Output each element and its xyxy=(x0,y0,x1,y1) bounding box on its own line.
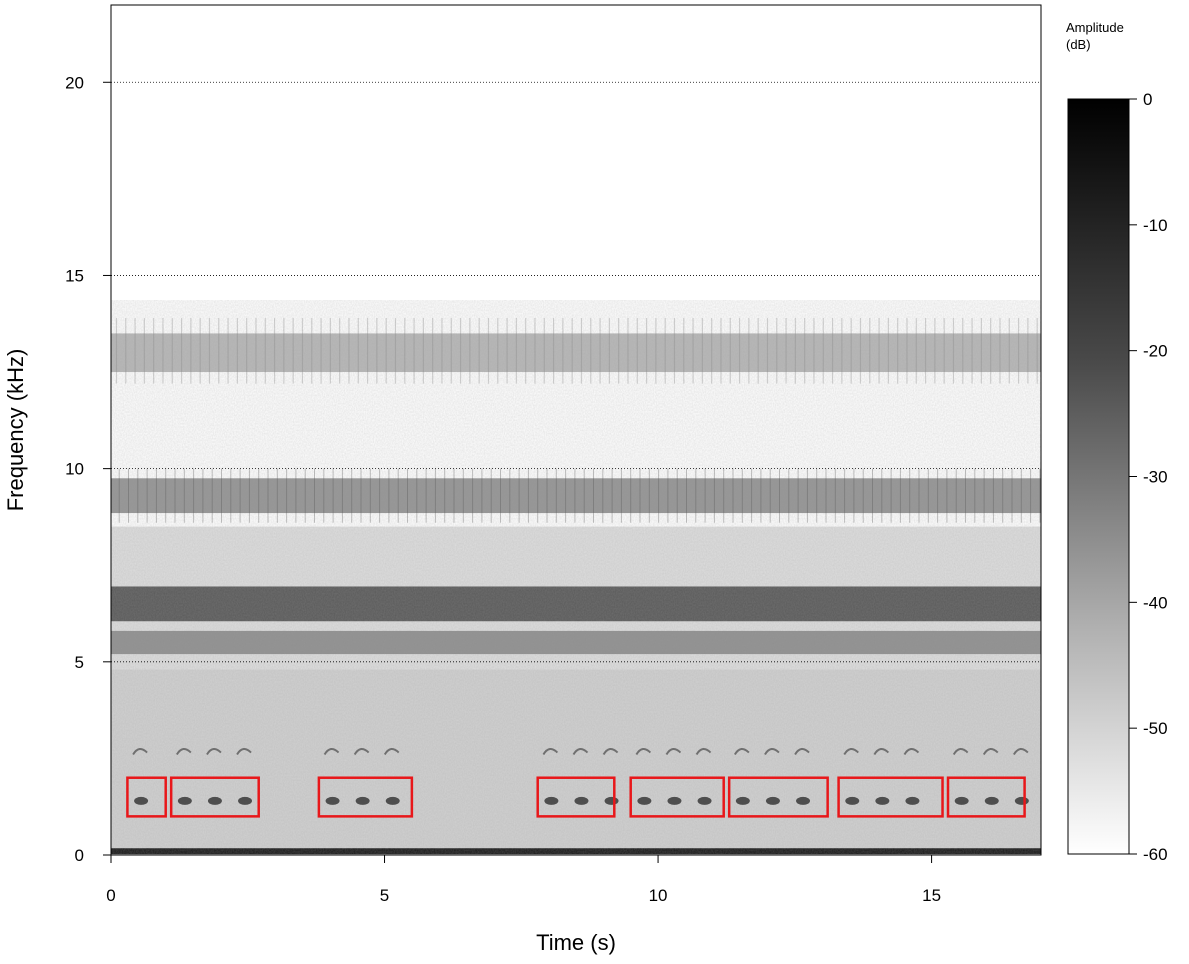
call-note xyxy=(735,796,750,805)
call-harmonic xyxy=(175,748,192,756)
call-note xyxy=(177,796,192,805)
call-note xyxy=(134,796,149,805)
x-tick-label: 5 xyxy=(380,886,389,905)
y-axis-title: Frequency (kHz) xyxy=(3,349,28,512)
x-tick-label: 15 xyxy=(922,886,941,905)
colorbar: Amplitude (dB) 0 -10 -20 -30 -40 -50 -60 xyxy=(1066,20,1168,864)
call-harmonic xyxy=(843,748,859,756)
call-harmonic xyxy=(665,748,682,756)
x-axis-title: Time (s) xyxy=(536,930,616,955)
call-note xyxy=(954,796,969,805)
call-harmonic xyxy=(903,748,920,756)
x-tick-label: 0 xyxy=(106,886,115,905)
call-note xyxy=(355,796,370,805)
call-note xyxy=(207,796,222,805)
detection-box-7 xyxy=(837,776,944,818)
x-tick-label: 10 xyxy=(649,886,668,905)
detection-box-3 xyxy=(317,776,414,818)
call-note xyxy=(875,796,890,805)
call-note xyxy=(604,796,619,805)
call-harmonic xyxy=(572,748,589,756)
call-note xyxy=(238,796,253,805)
call-harmonic xyxy=(733,748,750,756)
call-note xyxy=(796,796,811,805)
colorbar-unit: (dB) xyxy=(1066,37,1091,52)
colorbar-gradient xyxy=(1067,98,1130,855)
colorbar-tick-label: -60 xyxy=(1143,845,1168,864)
call-note xyxy=(544,796,559,805)
call-harmonic xyxy=(323,748,340,756)
call-harmonic xyxy=(794,748,810,756)
colorbar-title: Amplitude xyxy=(1066,20,1124,35)
call-harmonic xyxy=(383,748,400,756)
plot-frame xyxy=(110,4,1042,856)
call-note xyxy=(637,796,652,805)
call-harmonic xyxy=(952,748,969,756)
colorbar-tick-label: -50 xyxy=(1143,719,1168,738)
call-harmonic xyxy=(132,748,148,756)
y-tick-label: 15 xyxy=(65,266,84,285)
call-harmonic xyxy=(635,748,652,756)
colorbar-tick-label: -10 xyxy=(1143,216,1168,235)
y-tick-label: 5 xyxy=(75,653,84,672)
call-note xyxy=(845,796,860,805)
call-harmonic xyxy=(353,748,370,756)
call-note xyxy=(574,796,589,805)
colorbar-tick-label: -30 xyxy=(1143,468,1168,487)
detection-boxes xyxy=(126,776,1026,818)
call-harmonic xyxy=(206,748,222,756)
detection-box-4 xyxy=(536,776,616,818)
call-note xyxy=(1014,796,1029,805)
call-note xyxy=(385,796,400,805)
call-harmonic xyxy=(764,748,780,756)
spectrogram-image xyxy=(111,5,1041,855)
colorbar-tick-label: -20 xyxy=(1143,342,1168,361)
y-tick-label: 20 xyxy=(65,73,84,92)
call-harmonic xyxy=(236,748,252,756)
colorbar-tick-label: -40 xyxy=(1143,593,1168,612)
detection-box-1 xyxy=(126,776,167,818)
call-note xyxy=(667,796,682,805)
call-note xyxy=(765,796,780,805)
y-tick-label: 0 xyxy=(75,846,84,865)
call-harmonic xyxy=(602,748,619,756)
call-note xyxy=(697,796,712,805)
call-harmonic xyxy=(873,748,890,756)
detection-box-2 xyxy=(169,776,260,818)
call-harmonic xyxy=(695,748,712,756)
gridlines xyxy=(111,81,1041,663)
call-harmonic xyxy=(982,748,999,756)
call-harmonic xyxy=(1012,748,1029,756)
y-axis: 0 5 10 15 20 xyxy=(65,73,111,865)
detection-box-5 xyxy=(629,776,725,818)
call-harmonic xyxy=(542,748,559,756)
call-note xyxy=(905,796,920,805)
y-tick-label: 10 xyxy=(65,460,84,479)
call-note xyxy=(984,796,999,805)
colorbar-tick-label: 0 xyxy=(1143,90,1152,109)
detection-box-8 xyxy=(946,776,1026,818)
call-note xyxy=(325,796,340,805)
detection-box-6 xyxy=(727,776,829,818)
x-axis: 0 5 10 15 xyxy=(106,855,941,905)
